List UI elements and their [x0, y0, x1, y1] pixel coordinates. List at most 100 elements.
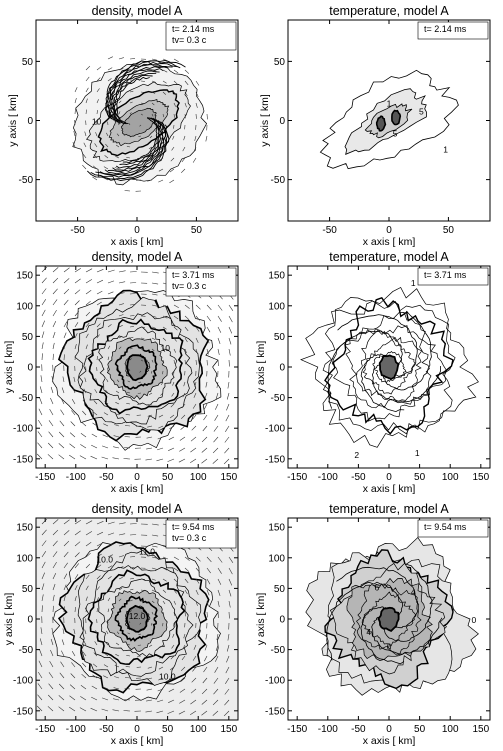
velocity-vector	[59, 672, 65, 679]
velocity-vector	[118, 566, 124, 569]
velocity-vector	[151, 69, 157, 72]
velocity-vector	[85, 355, 87, 361]
velocity-vector	[140, 611, 144, 614]
velocity-vector	[228, 359, 230, 367]
velocity-vector	[195, 556, 201, 562]
velocity-vector	[118, 587, 123, 591]
velocity-vector	[162, 578, 167, 582]
velocity-vector	[118, 111, 121, 115]
velocity-vector	[181, 403, 186, 409]
velocity-vector	[112, 709, 120, 712]
density-contour	[104, 59, 186, 118]
velocity-vector	[37, 442, 43, 449]
velocity-vector	[204, 403, 208, 410]
velocity-vector	[228, 315, 233, 323]
y-tick-label: 0	[27, 615, 33, 626]
velocity-vector	[61, 398, 65, 405]
velocity-vector	[123, 458, 131, 460]
velocity-vector	[96, 597, 99, 602]
velocity-vector	[103, 664, 109, 668]
velocity-vector	[228, 611, 230, 619]
velocity-vector	[125, 666, 131, 668]
velocity-vector	[183, 135, 186, 141]
velocity-vector	[85, 290, 92, 295]
velocity-vector	[128, 368, 131, 372]
x-tick-label: -100	[318, 724, 338, 735]
velocity-vector	[80, 696, 87, 701]
velocity-vector	[51, 627, 54, 635]
velocity-vector	[150, 124, 153, 128]
y-axis-label: y axis [ km]	[259, 94, 271, 147]
velocity-vector	[74, 344, 77, 350]
velocity-vector	[101, 445, 109, 449]
velocity-vector	[179, 688, 186, 693]
x-tick-label: 0	[386, 472, 392, 483]
velocity-vector	[173, 589, 177, 594]
y-tick-label: 50	[22, 584, 34, 595]
velocity-vector	[82, 410, 87, 416]
velocity-vector	[213, 425, 219, 432]
velocity-vector	[101, 456, 109, 460]
density-contour	[95, 121, 167, 178]
velocity-vector	[167, 458, 175, 462]
velocity-vector	[180, 414, 186, 420]
annotation-box	[165, 21, 237, 51]
velocity-vector	[49, 408, 54, 416]
velocity-vector	[113, 435, 120, 438]
velocity-vector	[140, 337, 145, 339]
velocity-vector	[147, 414, 153, 417]
velocity-vector	[129, 588, 134, 591]
velocity-vector	[107, 554, 113, 558]
velocity-vector	[50, 649, 54, 657]
velocity-vector	[149, 381, 153, 385]
velocity-vector	[50, 397, 54, 405]
velocity-vector	[123, 447, 131, 449]
velocity-vector	[96, 521, 104, 525]
velocity-vector	[74, 606, 76, 613]
density-contour	[111, 70, 160, 125]
temperature-contour	[356, 329, 423, 402]
velocity-vector	[96, 99, 99, 104]
contour-label: 5	[393, 129, 398, 139]
y-tick-label: 50	[22, 332, 34, 343]
velocity-vector	[158, 168, 164, 172]
velocity-vector	[226, 403, 230, 411]
velocity-vector	[114, 413, 120, 416]
velocity-vector	[95, 378, 98, 383]
velocity-vector	[69, 454, 76, 460]
velocity-vector	[129, 578, 134, 580]
velocity-vector	[52, 277, 59, 284]
velocity-vector	[96, 312, 102, 317]
velocity-vector	[212, 710, 219, 716]
x-tick-label: 50	[191, 225, 203, 236]
velocity-vector	[58, 454, 65, 460]
velocity-vector	[116, 631, 120, 635]
annotation-text: tv= 0.3 c	[172, 35, 207, 45]
velocity-vector	[217, 315, 222, 322]
velocity-vector	[79, 707, 87, 712]
velocity-vector	[162, 622, 164, 627]
velocity-vector	[60, 409, 65, 416]
velocity-vector	[206, 348, 209, 355]
x-tick-label: 50	[162, 472, 174, 483]
velocity-vector	[63, 606, 65, 613]
velocity-vector	[178, 710, 186, 715]
velocity-vector	[107, 269, 115, 273]
velocity-vector	[140, 589, 145, 591]
velocity-vector	[184, 359, 186, 365]
velocity-vector	[205, 633, 208, 640]
velocity-vector	[173, 567, 179, 572]
velocity-vector	[206, 578, 211, 585]
velocity-vector	[74, 289, 81, 295]
velocity-vector	[178, 458, 186, 463]
velocity-vector	[226, 392, 230, 400]
plot-area	[36, 518, 238, 720]
velocity-vector	[151, 556, 158, 559]
velocity-vector	[118, 609, 121, 613]
density-contour	[106, 62, 177, 121]
velocity-vector	[195, 337, 199, 343]
velocity-vector	[179, 447, 186, 452]
velocity-vector	[217, 556, 223, 563]
velocity-vector	[95, 630, 98, 635]
velocity-vector	[123, 699, 131, 701]
